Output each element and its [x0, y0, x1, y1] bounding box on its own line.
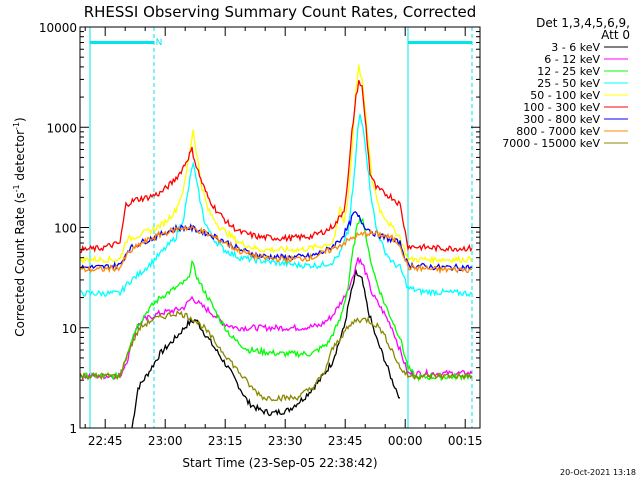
day-night-markers: [89, 27, 473, 428]
x-tick-label-5: 00:00: [388, 434, 423, 448]
series-line-5: [79, 80, 473, 254]
flag-label: N: [156, 38, 163, 48]
series-line-2: [79, 216, 473, 382]
series-line-8: [79, 310, 473, 403]
y-tick-label-0: 1: [69, 422, 77, 436]
legend-header-line-1: Det 1,3,4,5,6,9,: [536, 16, 630, 30]
x-tick-label-0: 22:45: [88, 434, 123, 448]
y-axis-label-exp2: -1: [12, 122, 21, 130]
y-axis-label-main: Corrected Count Rate (s: [13, 192, 27, 336]
legend-label-3: 25 - 50 keV: [537, 77, 600, 90]
footer-date: 20-Oct-2021 13:18: [560, 468, 636, 477]
y-tick-label-1: 10: [62, 322, 77, 336]
y-tick-label-3: 1000: [46, 121, 77, 135]
y-axis-label-end: ): [13, 117, 27, 122]
legend-label-4: 50 - 100 keV: [530, 89, 600, 102]
legend-header-line-2: Att 0: [601, 28, 630, 42]
y-tick-label-4: 10000: [39, 21, 77, 35]
x-tick-label-1: 23:00: [148, 434, 183, 448]
chart-title: RHESSI Observing Summary Count Rates, Co…: [84, 3, 477, 21]
series-line-7: [79, 224, 473, 275]
legend-label-6: 300 - 800 keV: [523, 113, 600, 126]
y-axis-label-mid: detector: [13, 130, 27, 185]
legend-label-5: 100 - 300 keV: [523, 101, 600, 114]
y-tick-label-2: 100: [54, 222, 77, 236]
series-line-4: [79, 64, 473, 265]
y-axis-label-exp1: -1: [12, 184, 21, 192]
axis-ticks: 1 10 100 1000 10000 22:45 23:00 23:15 23:30 23:45…: [39, 21, 483, 448]
series-line-6: [79, 211, 473, 272]
x-tick-label-3: 23:30: [268, 434, 303, 448]
x-axis-label: Start Time (23-Sep-05 22:38:42): [182, 456, 377, 470]
legend-label-0: 3 - 6 keV: [551, 41, 600, 54]
x-tick-label-6: 00:15: [448, 434, 483, 448]
x-tick-label-4: 23:45: [328, 434, 363, 448]
legend-label-1: 6 - 12 keV: [544, 53, 600, 66]
x-tick-label-2: 23:15: [208, 434, 243, 448]
legend-label-8: 7000 - 15000 keV: [502, 137, 600, 150]
series-lines: [79, 64, 473, 429]
y-axis-label: Corrected Count Rate (s-1 detector-1): [12, 117, 27, 336]
series-line-1: [79, 257, 473, 381]
legend-label-7: 800 - 7000 keV: [516, 125, 600, 138]
series-line-0: [131, 268, 400, 429]
legend-label-2: 12 - 25 keV: [537, 65, 600, 78]
